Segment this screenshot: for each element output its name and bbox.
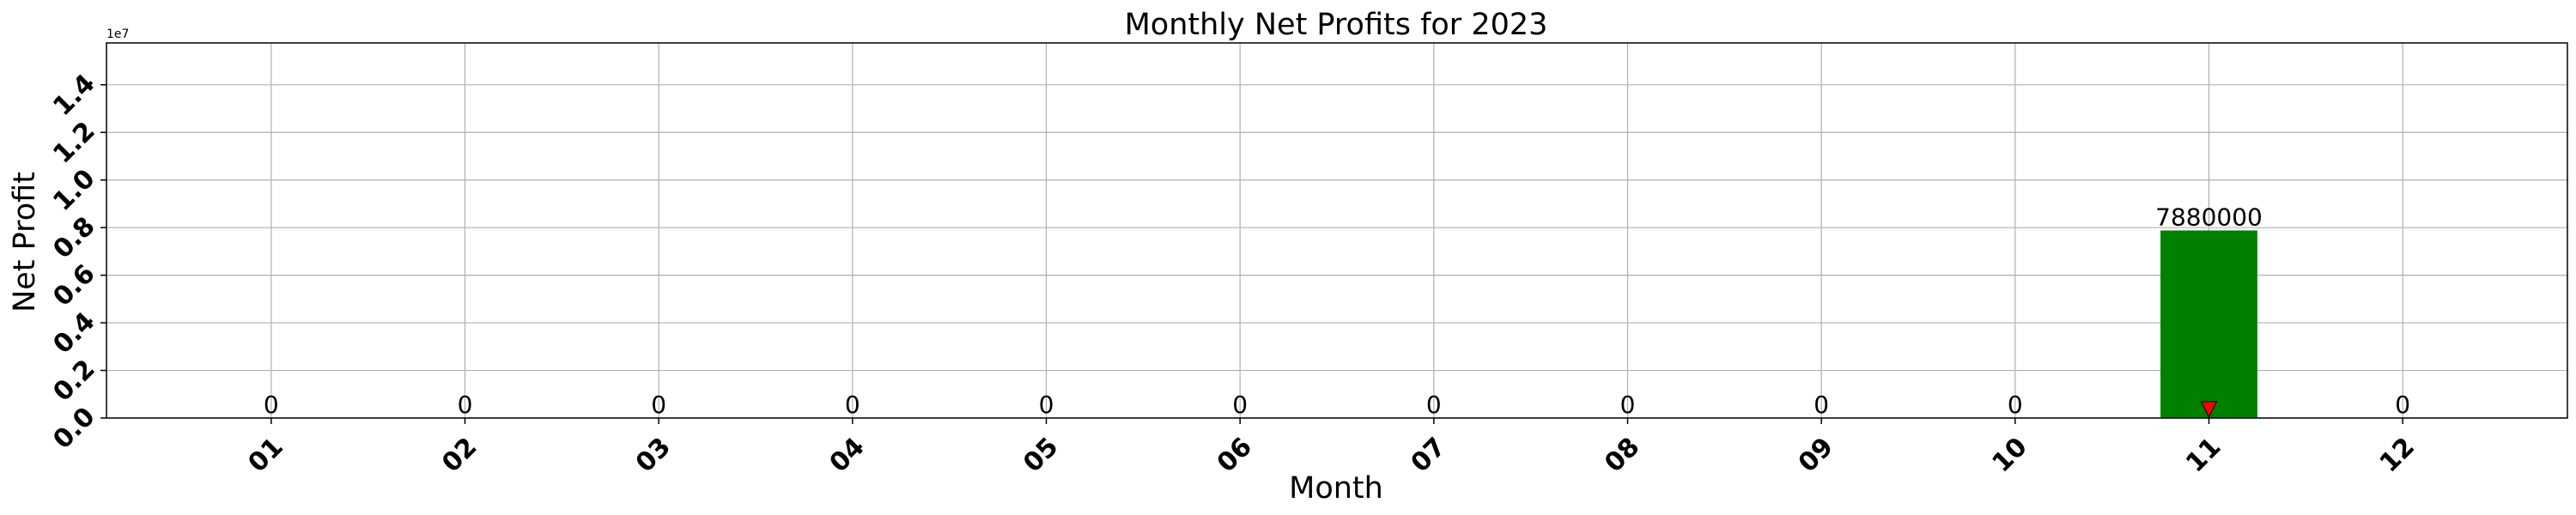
y-tick-label: 0.2	[47, 354, 100, 407]
data-label: 0	[264, 391, 279, 419]
x-tick-label: 04	[823, 432, 870, 478]
x-axis-label: Month	[1289, 471, 1383, 506]
data-label: 0	[845, 391, 860, 419]
plot-frame	[106, 42, 2568, 419]
x-tick-label: 08	[1599, 432, 1645, 478]
bars	[2160, 230, 2257, 418]
data-label: 0	[1620, 391, 1636, 419]
bar	[2160, 230, 2257, 418]
data-label: 0	[651, 391, 666, 419]
x-tick-label: 09	[1793, 432, 1839, 478]
x-tick-label: 02	[436, 432, 483, 478]
y-tick-label: 1.0	[47, 164, 100, 217]
data-labels: 0 0 0 0 0 0 0 0 0 0 7880000 0	[264, 203, 2410, 420]
y-tick-label: 1.4	[47, 69, 100, 122]
x-axis-ticks: 01 02 03 04 05 06 07 08 09 10 11 12	[242, 418, 2421, 478]
data-label: 0	[2008, 391, 2023, 419]
y-tick-label: 0.0	[47, 402, 100, 455]
x-tick-label: 01	[242, 432, 289, 478]
y-tick-label: 0.8	[47, 211, 100, 264]
data-label: 0	[2395, 391, 2410, 419]
data-label: 0	[458, 391, 473, 419]
x-tick-label: 07	[1405, 432, 1451, 478]
data-label: 7880000	[2155, 203, 2263, 232]
marker-triangle	[2200, 401, 2218, 419]
y-tick-label: 1.2	[47, 116, 100, 169]
chart-title: Monthly Net Profits for 2023	[1125, 8, 1548, 42]
markers	[2200, 401, 2218, 419]
data-label: 0	[1039, 391, 1054, 419]
data-label: 0	[1426, 391, 1442, 419]
data-label: 0	[1814, 391, 1829, 419]
x-tick-label: 03	[630, 432, 677, 478]
x-tick-label: 05	[1018, 432, 1064, 478]
x-tick-label: 12	[2374, 432, 2421, 478]
data-label: 0	[1232, 391, 1248, 419]
y-tick-label: 0.4	[47, 306, 100, 360]
x-tick-label: 11	[2180, 432, 2227, 478]
y-tick-label: 0.6	[47, 259, 100, 312]
y-axis-scale-label: 1e7	[106, 27, 129, 41]
y-axis-label: Net Profit	[8, 172, 42, 312]
y-axis-ticks: 0.00.20.40.60.81.01.21.4	[47, 69, 106, 455]
x-tick-label: 10	[1986, 432, 2032, 478]
x-tick-label: 06	[1212, 432, 1258, 478]
